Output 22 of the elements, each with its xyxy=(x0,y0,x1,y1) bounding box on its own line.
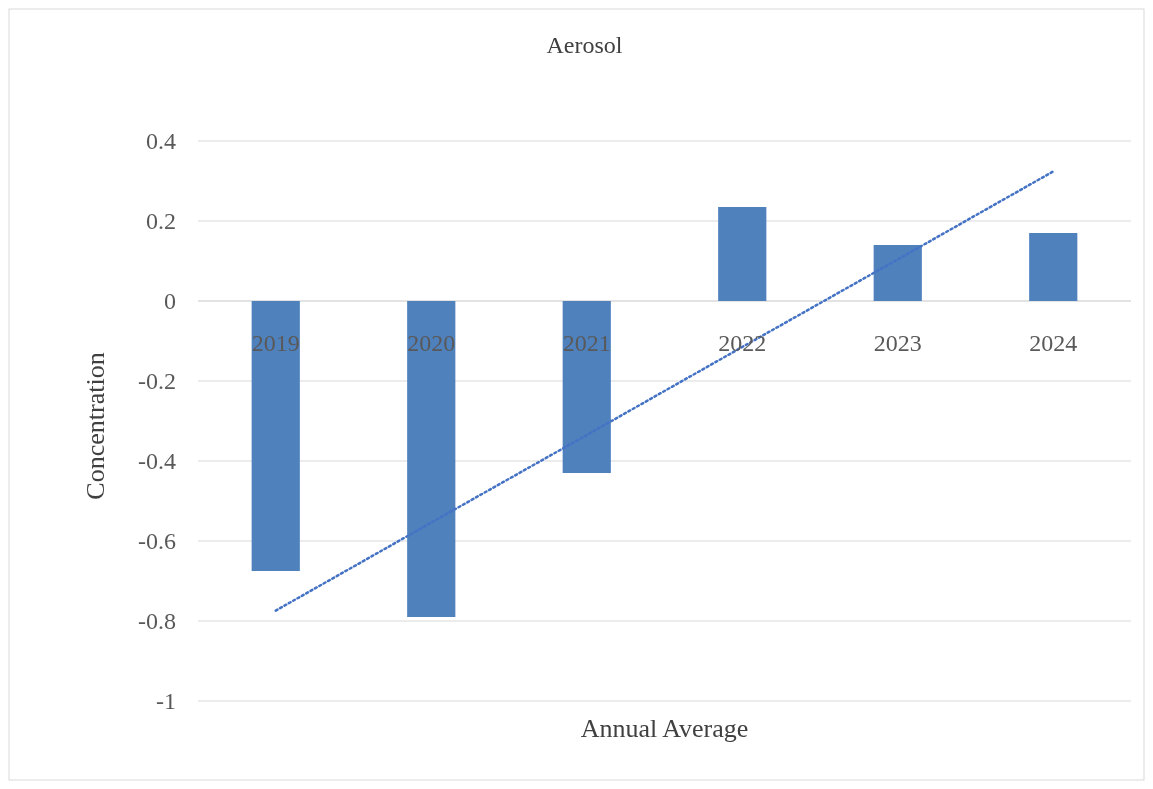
bar xyxy=(873,245,922,301)
y-tick-label: -0.8 xyxy=(138,608,176,635)
y-tick-label: -0.6 xyxy=(138,528,176,555)
y-tick-label: 0 xyxy=(164,288,176,315)
x-tick-label: 2024 xyxy=(1029,330,1078,356)
y-tick-label: 0.2 xyxy=(146,208,176,235)
bar xyxy=(407,301,456,617)
x-tick-label: 2021 xyxy=(562,330,611,356)
x-tick-label: 2023 xyxy=(873,330,922,356)
bar xyxy=(251,301,300,571)
bar xyxy=(1029,233,1078,301)
x-tick-label: 2020 xyxy=(407,330,456,356)
x-tick-label: 2019 xyxy=(251,330,300,356)
y-tick-label: -1 xyxy=(156,688,176,715)
y-tick-label: 0.4 xyxy=(146,128,176,155)
x-axis-title: Annual Average xyxy=(580,714,749,743)
bar xyxy=(562,301,611,473)
y-tick-label: -0.2 xyxy=(138,368,176,395)
y-axis-title: Concentration xyxy=(81,352,110,500)
bar xyxy=(718,207,767,301)
chart-title: Aerosol xyxy=(546,32,623,58)
y-tick-label: -0.4 xyxy=(138,448,176,475)
